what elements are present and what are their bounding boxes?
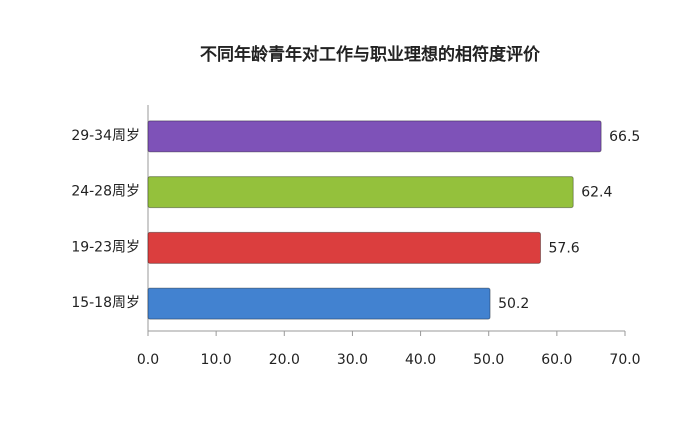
chart-title: 不同年龄青年对工作与职业理想的相符度评价: [200, 44, 541, 65]
x-tick-label: 60.0: [541, 352, 572, 368]
data-label: 66.5: [609, 129, 640, 145]
x-tick-label: 70.0: [609, 352, 640, 368]
x-tick-label: 0.0: [137, 352, 159, 368]
x-tick-label: 20.0: [269, 352, 300, 368]
x-tick-label: 10.0: [201, 352, 232, 368]
bar: [147, 287, 491, 320]
y-tick-label: 19-23周岁: [71, 239, 140, 255]
x-tick-label: 40.0: [405, 352, 436, 368]
y-tick-label: 15-18周岁: [71, 295, 140, 311]
y-tick-label: 24-28周岁: [71, 184, 140, 200]
x-tick-label: 30.0: [337, 352, 368, 368]
bar: [147, 176, 574, 209]
bar: [147, 120, 602, 153]
data-label: 50.2: [498, 296, 529, 312]
y-tick-label: 29-34周岁: [71, 128, 140, 144]
x-tick-label: 50.0: [473, 352, 504, 368]
data-label: 62.4: [581, 185, 612, 201]
data-label: 57.6: [549, 240, 580, 256]
bar: [147, 231, 542, 264]
